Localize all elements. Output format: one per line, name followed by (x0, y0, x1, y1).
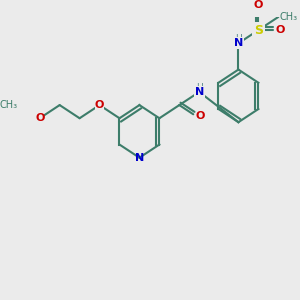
Text: O: O (276, 25, 285, 35)
Text: O: O (254, 0, 263, 10)
Text: O: O (35, 113, 44, 123)
Text: H: H (235, 34, 242, 43)
Text: H: H (196, 83, 202, 92)
Text: CH₃: CH₃ (0, 100, 18, 110)
Text: O: O (95, 100, 104, 110)
Text: CH₃: CH₃ (280, 12, 298, 22)
Text: S: S (254, 24, 263, 37)
Text: N: N (234, 38, 243, 48)
Text: N: N (195, 87, 204, 97)
Text: N: N (135, 153, 144, 163)
Text: O: O (196, 111, 205, 121)
